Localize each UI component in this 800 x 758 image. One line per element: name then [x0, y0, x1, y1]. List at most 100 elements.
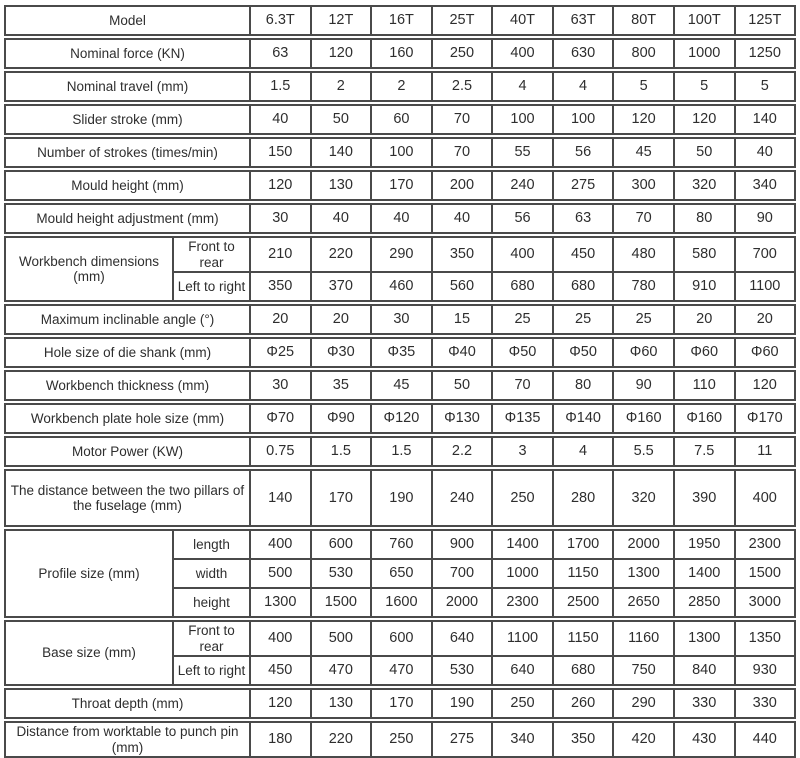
value-cell: 170	[370, 172, 431, 199]
value-cell: Φ160	[672, 405, 734, 433]
value-cell: 130	[309, 172, 371, 199]
value-cell: 470	[370, 657, 431, 685]
value-cell: 350	[551, 723, 613, 757]
value-cell: 140	[309, 139, 371, 166]
value-cell: 190	[430, 690, 492, 718]
value-cell: 1350	[733, 622, 795, 656]
table-row: Number of strokes (times/min) 150 140 100 70…	[6, 139, 794, 166]
table-row: Slider stroke (mm) 40 50 60 70 100 100 120 120 14…	[6, 106, 794, 133]
model-header-cell: 25T	[430, 7, 492, 34]
row-label: Motor Power (KW)	[71, 443, 183, 459]
sub-row-label: height	[193, 594, 230, 610]
value-cell: 260	[551, 690, 613, 718]
value-cell: 250	[370, 723, 431, 757]
model-header-cell: 125T	[733, 7, 795, 34]
value-cell: 90	[612, 372, 673, 400]
spec-table: Model 6.3T 12T 16T 25T 40T 63T 80T 100T 125T Nomin…	[4, 5, 796, 758]
value-cell: 80	[672, 205, 734, 232]
value-cell: 70	[612, 205, 673, 232]
value-cell: 450	[551, 238, 613, 272]
model-header-cell: 6.3T	[249, 7, 310, 34]
value-cell: 2300	[733, 531, 795, 559]
row-label: Workbench thickness (mm)	[45, 377, 210, 393]
group-subrows: Front to rear 210 220 290 350 400 450 480 580 700…	[172, 238, 795, 301]
value-cell: 160	[370, 40, 431, 67]
value-cell: 280	[551, 471, 613, 526]
value-cell: 40	[249, 106, 310, 133]
value-cell: 15	[430, 306, 492, 334]
value-cell: 900	[430, 531, 492, 559]
value-cell: 80	[551, 372, 613, 400]
value-cell: 4	[551, 73, 613, 100]
value-cell: 30	[249, 205, 310, 232]
value-cell: 650	[370, 560, 431, 588]
value-cell: Φ160	[612, 405, 673, 433]
model-header-cell: 16T	[370, 7, 431, 34]
value-cell: 1500	[733, 560, 795, 588]
value-cell: 140	[249, 471, 310, 526]
value-cell: 11	[733, 438, 795, 466]
table-row: Distance from worktable to punch pin (mm…	[6, 723, 795, 757]
value-cell: 40	[430, 205, 492, 232]
value-cell: 2.2	[430, 438, 492, 466]
value-cell: 340	[733, 172, 795, 199]
value-cell: 840	[672, 657, 734, 685]
table-header-block: Model 6.3T 12T 16T 25T 40T 63T 80T 100T 125T	[4, 5, 796, 36]
value-cell: 70	[430, 139, 492, 166]
row-label: Mould height (mm)	[71, 177, 184, 193]
value-cell: 100	[370, 139, 431, 166]
value-cell: 320	[612, 471, 673, 526]
value-cell: Φ50	[491, 339, 552, 367]
row-label: The distance between the two pillars of …	[10, 482, 245, 514]
group-row-label: Workbench dimensions (mm)	[18, 253, 160, 285]
value-cell: 250	[491, 471, 552, 526]
value-cell: 45	[612, 139, 673, 166]
table-row: Maximum inclinable angle (°) 20 20 30 15 25 25…	[6, 306, 795, 334]
table-row: Nominal travel (mm) 1.5 2 2 2.5 4 4 5 5 5	[6, 73, 794, 100]
value-cell: 400	[249, 622, 310, 656]
value-cell: 240	[491, 172, 552, 199]
value-cell: 400	[491, 238, 552, 272]
value-cell: 1.5	[249, 73, 310, 100]
value-cell: 430	[672, 723, 734, 757]
value-cell: 400	[733, 471, 795, 526]
group-row-label: Base size (mm)	[42, 645, 136, 661]
value-cell: 55	[491, 139, 552, 166]
table-block: Number of strokes (times/min) 150 140 100 70…	[4, 137, 796, 168]
value-cell: 680	[551, 657, 613, 685]
value-cell: 170	[370, 690, 431, 718]
table-row: Motor Power (KW) 0.75 1.5 1.5 2.2 3 4 5.5 7.5 11	[6, 438, 795, 466]
value-cell: 1100	[733, 273, 795, 301]
value-cell: 0.75	[249, 438, 310, 466]
table-block: Nominal force (KN) 63 120 160 250 400 630 800 10…	[4, 38, 796, 69]
value-cell: 120	[672, 106, 734, 133]
value-cell: 4	[491, 73, 552, 100]
value-cell: 20	[733, 306, 795, 334]
value-cell: 70	[491, 372, 552, 400]
model-header-cell: 80T	[612, 7, 673, 34]
value-cell: 330	[733, 690, 795, 718]
value-cell: 1000	[491, 560, 552, 588]
table-group-row: Profile size (mm) length 400 600 760 900 1400 1…	[6, 531, 795, 617]
value-cell: 600	[309, 531, 371, 559]
table-row: Front to rear 210 220 290 350 400 450 480 580 700	[174, 238, 794, 272]
value-cell: 2	[309, 73, 371, 100]
value-cell: 290	[370, 238, 431, 272]
value-cell: 470	[309, 657, 371, 685]
value-cell: 480	[612, 238, 673, 272]
table-block: Workbench dimensions (mm) Front to rear 21…	[4, 236, 796, 303]
value-cell: 440	[733, 723, 795, 757]
value-cell: Φ60	[672, 339, 734, 367]
value-cell: Φ35	[370, 339, 431, 367]
value-cell: 1000	[672, 40, 734, 67]
row-label: Nominal travel (mm)	[66, 78, 189, 94]
header-row: Model 6.3T 12T 16T 25T 40T 63T 80T 100T 125T	[6, 7, 794, 34]
value-cell: 1.5	[370, 438, 431, 466]
table-block: Nominal travel (mm) 1.5 2 2 2.5 4 4 5 5 5	[4, 71, 796, 102]
value-cell: Φ170	[733, 405, 795, 433]
value-cell: 290	[612, 690, 673, 718]
table-block: Workbench plate hole size (mm) Φ70 Φ90 Φ120…	[4, 403, 796, 435]
table-row: Front to rear 400 500 600 640 1100 1150 1160 130…	[174, 622, 795, 656]
value-cell: 275	[551, 172, 613, 199]
value-cell: 150	[249, 139, 310, 166]
